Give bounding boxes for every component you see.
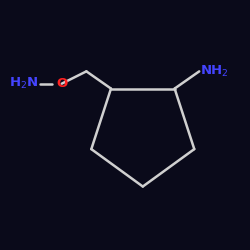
Text: O: O (56, 77, 68, 90)
Text: NH$_2$: NH$_2$ (200, 64, 229, 79)
Text: H$_2$N: H$_2$N (9, 76, 38, 91)
